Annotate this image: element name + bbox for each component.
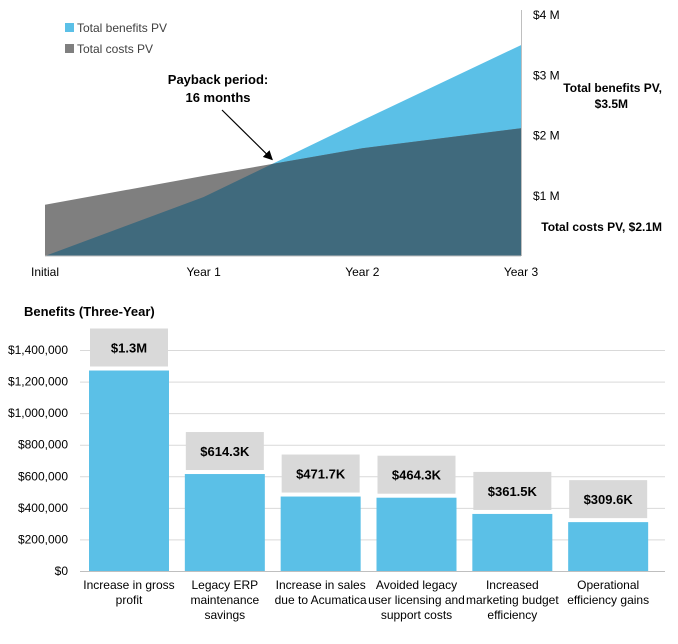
x-tick-label: Year 1 [187, 265, 222, 279]
payback-annotation-line1: Payback period: [168, 72, 268, 87]
category-label: user licensing and [368, 593, 465, 607]
data-label-box [281, 454, 360, 493]
category-label: efficiency gains [567, 593, 649, 607]
legend-label: Total benefits PV [77, 21, 167, 35]
category-label: Increased [486, 578, 539, 592]
cumulative-pv-area-chart: Initial Year 1 Year 2 Year 3 $1 M $2 M $3 M $4 … [31, 8, 662, 279]
category-label: Avoided legacy [376, 578, 457, 592]
legend-swatch [65, 23, 74, 32]
category-label: maintenance [190, 593, 259, 607]
x-tick-label: Year 2 [345, 265, 380, 279]
y-tick-label: $1,000,000 [8, 406, 68, 420]
overlap-area [45, 128, 521, 256]
x-tick-label: Initial [31, 265, 59, 279]
data-label-box [473, 471, 552, 510]
category-label: savings [204, 608, 245, 622]
bar [376, 497, 457, 571]
data-label-box [377, 455, 456, 494]
data-label: $309.6K [584, 492, 634, 507]
category-label: support costs [381, 608, 452, 622]
category-label: Operational [577, 578, 639, 592]
category-label: marketing budget [466, 593, 559, 607]
legend-label: Total costs PV [77, 42, 153, 56]
x-tick-label: Year 3 [504, 265, 539, 279]
data-label-box [185, 432, 264, 471]
payback-arrow [221, 109, 273, 161]
bar [184, 474, 265, 571]
y-tick-label: $4 M [533, 8, 560, 22]
data-label: $464.3K [392, 468, 442, 483]
benefits-total-label-line1: Total benefits PV, [563, 81, 662, 95]
three-year-benefits-bar-chart: Benefits (Three-Year) $0 $200,000 $400,000 $… [8, 304, 665, 622]
y-tick-label: $200,000 [18, 532, 68, 546]
y-tick-label: $1,400,000 [8, 343, 68, 357]
data-label: $1.3M [111, 341, 147, 356]
data-label: $614.3K [200, 444, 250, 459]
bar [568, 522, 649, 571]
category-label: profit [116, 593, 143, 607]
y-tick-label: $0 [55, 564, 69, 578]
category-label: due to Acumatica [275, 593, 367, 607]
chart-title: Benefits (Three-Year) [24, 304, 155, 319]
payback-annotation-line2: 16 months [185, 90, 250, 105]
bar [472, 513, 553, 571]
category-label: Legacy ERP [191, 578, 258, 592]
data-label-box [90, 328, 168, 367]
category-label: Increase in sales [276, 578, 366, 592]
bar [89, 370, 169, 571]
y-tick-label: $400,000 [18, 501, 68, 515]
category-label: efficiency [487, 608, 537, 622]
y-tick-label: $800,000 [18, 438, 68, 452]
data-label-box [569, 480, 648, 519]
data-label: $361.5K [488, 484, 538, 499]
bar [280, 496, 361, 571]
y-tick-label: $1 M [533, 189, 560, 203]
y-tick-label: $2 M [533, 129, 560, 143]
y-tick-label: $1,200,000 [8, 375, 68, 389]
legend-swatch [65, 44, 74, 53]
category-label: Increase in gross [83, 578, 174, 592]
y-tick-label: $600,000 [18, 469, 68, 483]
data-label: $471.7K [296, 467, 346, 482]
legend: Total benefits PV Total costs PV [65, 21, 167, 56]
benefits-total-label-line2: $3.5M [595, 97, 628, 111]
costs-total-label: Total costs PV, $2.1M [541, 220, 662, 234]
y-tick-label: $3 M [533, 68, 560, 82]
